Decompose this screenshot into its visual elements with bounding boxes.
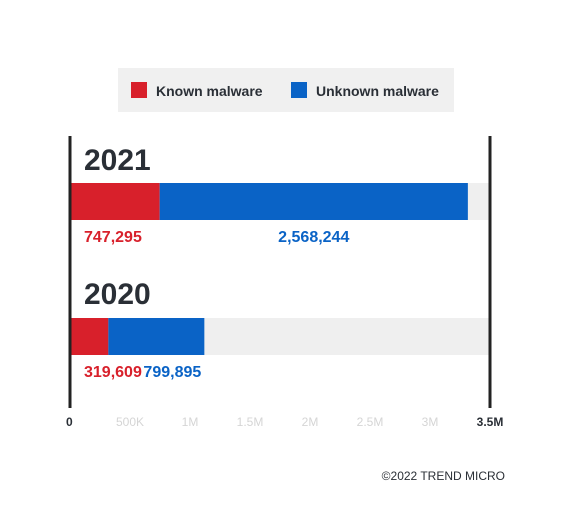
x-axis-ticks: 0 500K 1M 1.5M 2M 2.5M 3M 3.5M [66, 415, 503, 429]
bar-known-malware-2020 [70, 318, 109, 355]
category-label-2021: 2021 [84, 144, 151, 177]
bar-known-malware-2021 [70, 183, 160, 220]
data-label-unknown-malware-2020: 799,895 [143, 364, 201, 381]
legend-label-known-malware: Known malware [156, 83, 263, 99]
x-tick-label: 2M [302, 415, 319, 429]
x-tick-label: 1.5M [237, 415, 264, 429]
data-label-known-malware-2020: 319,609 [84, 364, 142, 381]
x-tick-label: 0 [66, 415, 73, 429]
x-tick-label: 1M [182, 415, 199, 429]
category-label-2020: 2020 [84, 278, 151, 311]
legend: Known malware Unknown malware [118, 68, 454, 112]
x-tick-label: 500K [116, 415, 144, 429]
legend-swatch-unknown-malware [291, 82, 307, 98]
legend-swatch-known-malware [131, 82, 147, 98]
legend-label-unknown-malware: Unknown malware [316, 83, 439, 99]
legend-background [118, 68, 454, 112]
x-tick-label: 3M [422, 415, 439, 429]
x-tick-label: 2.5M [357, 415, 384, 429]
copyright-text: ©2022 TREND MICRO [382, 469, 505, 483]
data-label-unknown-malware-2021: 2,568,244 [278, 229, 349, 246]
bars-group: 2021 747,295 2,568,244 2020 319,609 799,895 [70, 144, 490, 381]
bar-unknown-malware-2021 [159, 183, 468, 220]
x-tick-label: 3.5M [477, 415, 504, 429]
data-label-known-malware-2021: 747,295 [84, 229, 142, 246]
bar-unknown-malware-2020 [108, 318, 205, 355]
